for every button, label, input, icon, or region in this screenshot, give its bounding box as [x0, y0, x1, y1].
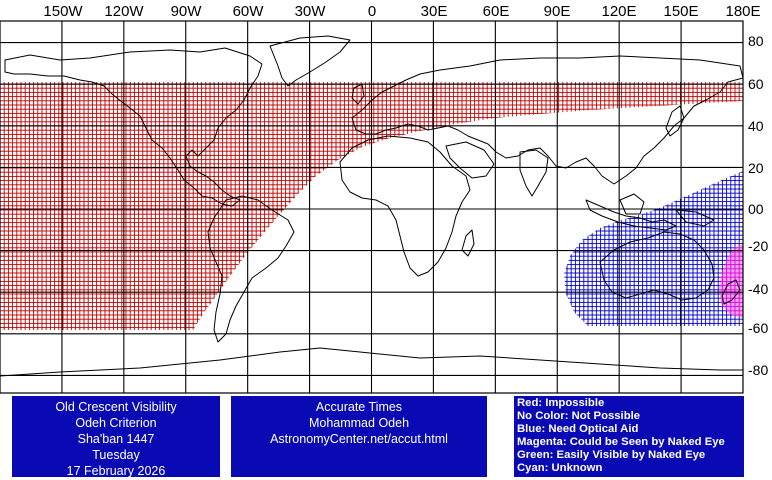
new-guinea-outline: [675, 209, 715, 227]
credits-title: Accurate Times: [315, 400, 403, 414]
africa-outline: [339, 135, 471, 277]
website-url: AstronomyCenter.net/accut.html: [270, 432, 448, 446]
lat-label: 40: [748, 118, 764, 134]
lat-label: 80: [748, 33, 764, 49]
lat-label: -40: [748, 281, 769, 297]
lat-label: -60: [748, 320, 769, 336]
lat-label: 00: [748, 201, 764, 217]
greenland-outline: [269, 35, 351, 87]
antarctica-outline: [0, 347, 743, 377]
india-outline: [519, 149, 549, 197]
arabia-outline: [445, 141, 495, 179]
lon-label: 90W: [170, 3, 202, 20]
lat-label: 60: [748, 76, 764, 92]
criterion-line: Odeh Criterion: [75, 416, 157, 430]
new-zealand-outline: [721, 279, 741, 305]
month-line: Sha'ban 1447: [77, 432, 155, 446]
lat-label: 20: [748, 160, 764, 176]
legend-item: No Color: Not Possible: [517, 410, 641, 422]
legend-box: Red: Impossible No Color: Not Possible B…: [514, 396, 744, 477]
lon-label: 60E: [482, 3, 510, 20]
author-name: Mohammad Odeh: [308, 416, 410, 430]
lon-label: 120W: [104, 3, 144, 20]
map-frame: [0, 20, 744, 394]
legend-item: Magenta: Could be Seen by Naked Eye: [517, 436, 725, 448]
lon-label: 0: [367, 3, 377, 20]
date-line: 17 February 2026: [66, 464, 166, 478]
lon-label: 150W: [43, 3, 83, 20]
eurasia-outline: [351, 55, 743, 185]
lon-label: 150E: [663, 3, 699, 20]
lon-label: 90E: [543, 3, 571, 20]
title-line: Old Crescent Visibility: [55, 400, 177, 414]
weekday-line: Tuesday: [92, 448, 140, 462]
title-box: Old Crescent Visibility Odeh Criterion S…: [12, 396, 220, 478]
credits-box: Accurate Times Mohammad Odeh AstronomyCe…: [231, 396, 487, 477]
graticule: [0, 21, 743, 393]
indonesia-outline: [585, 199, 677, 231]
lon-label: 30W: [294, 3, 326, 20]
lon-label: 120E: [601, 3, 637, 20]
north-america-outline: [4, 47, 263, 207]
borneo-outline: [619, 193, 645, 215]
british-isles-outline: [351, 83, 365, 105]
lat-label: -80: [748, 362, 769, 378]
legend-item: Cyan: Unknown: [517, 462, 603, 474]
legend-item: Blue: Need Optical Aid: [517, 423, 639, 435]
naked-eye-zone: [719, 244, 743, 318]
lon-label: 60W: [232, 3, 264, 20]
south-america-outline: [207, 195, 295, 343]
optical-aid-zone: [564, 171, 743, 326]
continent-outlines: [0, 35, 743, 377]
lon-label: 180E: [725, 3, 761, 20]
lon-label: 30E: [420, 3, 448, 20]
japan-outline: [665, 105, 685, 137]
lat-label: -20: [748, 238, 769, 254]
legend-item: Green: Easily Visible by Naked Eye: [517, 449, 706, 461]
world-map: [0, 20, 744, 394]
legend-item: Red: Impossible: [517, 397, 605, 409]
australia-outline: [599, 231, 715, 301]
madagascar-outline: [461, 229, 475, 257]
